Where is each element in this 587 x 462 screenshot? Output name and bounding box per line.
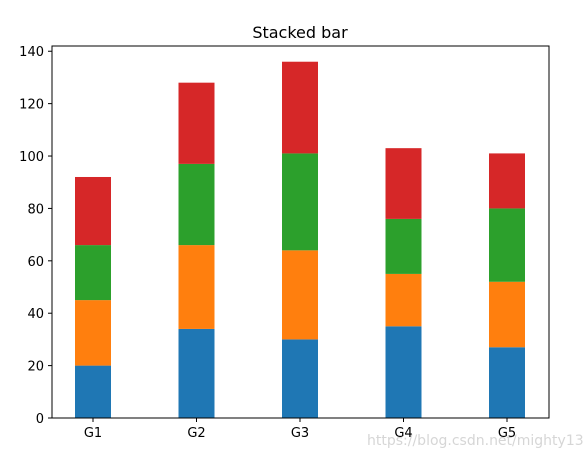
y-tick-label-0: 0	[36, 412, 44, 427]
bar-segment-g2-1	[178, 328, 215, 418]
bar-segment-g2-2	[178, 245, 215, 329]
y-tick-label-40: 40	[27, 307, 44, 322]
bar-segment-g1-4	[75, 176, 111, 246]
bar-segment-g5-1	[489, 347, 525, 418]
bar-segment-g1-1	[75, 365, 111, 418]
bar-segment-g3-4	[282, 61, 318, 154]
y-tick-label-20: 20	[27, 360, 44, 375]
watermark-text: https://blog.csdn.net/mighty13	[367, 433, 584, 449]
bar-segment-g3-3	[282, 153, 318, 251]
bar-segment-g3-2	[282, 250, 318, 340]
bar-segment-g3-1	[282, 339, 318, 418]
bar-segment-g4-3	[385, 218, 422, 274]
y-tick-label-80: 80	[27, 202, 44, 217]
bar-segment-g5-4	[489, 153, 525, 209]
bar-segment-g2-3	[178, 163, 215, 246]
x-tick-label-g1: G1	[84, 426, 102, 441]
bar-segment-g4-4	[385, 148, 422, 219]
x-tick-label-g3: G3	[291, 426, 309, 441]
plot-frame	[51, 45, 550, 419]
chart-title: Stacked bar	[252, 23, 348, 42]
bars-group	[75, 61, 525, 418]
bar-segment-g4-2	[385, 273, 422, 327]
bar-segment-g1-2	[75, 300, 111, 366]
x-tick-label-g4: G4	[394, 426, 412, 441]
y-tick-label-100: 100	[19, 150, 44, 165]
y-tick-label-120: 120	[19, 98, 44, 113]
y-tick-label-140: 140	[19, 45, 44, 60]
bar-segment-g5-3	[489, 208, 525, 282]
x-tick-label-g5: G5	[498, 426, 516, 441]
x-tick-label-g2: G2	[187, 426, 205, 441]
bar-segment-g4-1	[385, 326, 422, 418]
bar-segment-g5-2	[489, 281, 525, 348]
bar-segment-g2-4	[178, 82, 215, 164]
y-tick-label-60: 60	[27, 255, 44, 270]
x-axis: G1 G2 G3 G4 G5	[84, 418, 516, 441]
bar-segment-g1-3	[75, 245, 111, 301]
y-axis: 0 20 40 60 80 100 120 140	[19, 45, 52, 427]
